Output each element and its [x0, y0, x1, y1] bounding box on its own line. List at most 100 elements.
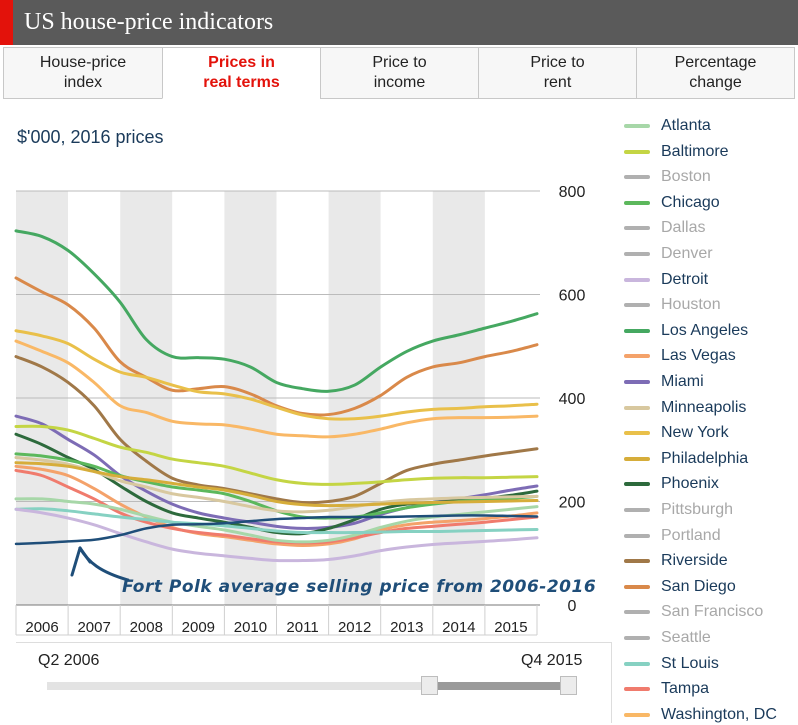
series-line-st-louis — [14, 507, 539, 535]
legend-swatch — [624, 124, 650, 128]
series-line-philadelphia — [14, 461, 539, 508]
legend-item-seattle[interactable]: Seattle — [624, 628, 711, 648]
y-tick-label: 800 — [559, 184, 586, 201]
legend-label: Miami — [661, 373, 704, 390]
legend-item-los-angeles[interactable]: Los Angeles — [624, 321, 748, 341]
legend-item-chicago[interactable]: Chicago — [624, 193, 720, 213]
legend-label: Chicago — [661, 193, 720, 211]
legend-item-new-york[interactable]: New York — [624, 423, 729, 443]
legend-swatch — [624, 149, 650, 154]
legend-item-baltimore[interactable]: Baltimore — [624, 142, 729, 162]
legend-label: Philadelphia — [661, 449, 749, 467]
slider-end-handle[interactable] — [560, 676, 577, 695]
series-line-riverside — [14, 355, 539, 505]
series-line-detroit — [14, 507, 539, 563]
legend-item-tampa[interactable]: Tampa — [624, 679, 709, 699]
legend-swatch — [624, 456, 650, 461]
legend-item-philadelphia[interactable]: Philadelphia — [624, 449, 748, 469]
legend-swatch — [624, 712, 650, 717]
legend-swatch — [624, 200, 650, 205]
legend-label: San Francisco — [661, 603, 764, 621]
legend-swatch — [624, 405, 650, 410]
legend-item-dallas[interactable]: Dallas — [624, 218, 705, 238]
legend-swatch — [624, 661, 650, 666]
legend-label: Washington, DC — [661, 705, 777, 723]
legend-label: Denver — [661, 245, 713, 262]
x-tick-label: 2008 — [130, 619, 163, 636]
legend-item-detroit[interactable]: Detroit — [624, 270, 708, 290]
legend-item-denver[interactable]: Denver — [624, 244, 713, 264]
legend-item-las-vegas[interactable]: Las Vegas — [624, 346, 736, 366]
legend-swatch — [624, 380, 650, 384]
legend-swatch — [624, 482, 650, 487]
legend-item-washington-dc[interactable]: Washington, DC — [624, 705, 777, 725]
x-tick-label: 2010 — [234, 619, 267, 636]
slider-end-label: Q4 2015 — [521, 652, 583, 669]
legend-item-miami[interactable]: Miami — [624, 372, 704, 392]
x-tick-label: 2013 — [390, 619, 423, 636]
legend-swatch — [624, 559, 650, 564]
legend-label: Portland — [661, 526, 721, 544]
slider-start-label: Q2 2006 — [38, 652, 100, 669]
legend-label: San Diego — [661, 577, 736, 595]
annotation-arrow-head — [70, 546, 82, 577]
y-tick-label: 400 — [559, 391, 586, 408]
series-line-las-vegas — [14, 464, 539, 547]
legend-label: Seattle — [661, 629, 711, 646]
legend-item-st-louis[interactable]: St Louis — [624, 654, 719, 674]
page-title: US house-price indicators — [24, 9, 274, 35]
tab-price-to-rent[interactable]: Price to rent — [478, 47, 637, 99]
slider-start-handle[interactable] — [421, 676, 439, 695]
slider-selected-range[interactable] — [429, 682, 568, 690]
series-line-fort-polk — [14, 514, 539, 546]
legend-label: Dallas — [661, 219, 706, 237]
legend-item-houston[interactable]: Houston — [624, 295, 721, 315]
legend-item-riverside[interactable]: Riverside — [624, 551, 728, 571]
legend-item-san-francisco[interactable]: San Francisco — [624, 602, 763, 622]
legend-swatch — [624, 175, 650, 180]
legend-item-boston[interactable]: Boston — [624, 167, 711, 187]
x-tick-label: 2011 — [286, 619, 318, 636]
legend-label: Phoenix — [661, 475, 719, 493]
legend-item-atlanta[interactable]: Atlanta — [624, 116, 711, 136]
legend-swatch — [624, 636, 650, 640]
legend-item-pittsburgh[interactable]: Pittsburgh — [624, 500, 733, 520]
legend-label: St Louis — [661, 654, 719, 672]
legend-swatch — [624, 584, 650, 589]
legend-swatch — [624, 303, 650, 308]
legend-item-san-diego[interactable]: San Diego — [624, 577, 736, 597]
legend-swatch — [624, 687, 650, 692]
slider-track[interactable] — [47, 682, 577, 690]
legend-swatch — [624, 508, 650, 512]
y-tick-label: 0 — [568, 598, 577, 615]
legend-label: Detroit — [661, 270, 709, 288]
legend-swatch — [624, 252, 650, 256]
series-line-washington-dc — [14, 339, 539, 439]
legend-item-phoenix[interactable]: Phoenix — [624, 474, 719, 494]
annotation-arrow-head — [78, 546, 92, 564]
tab-prices-real-terms[interactable]: Prices in real terms — [162, 47, 321, 99]
tab-house-price-index[interactable]: House-price index — [3, 47, 163, 99]
x-tick-label: 2014 — [442, 619, 475, 636]
x-tick-label: 2015 — [494, 619, 527, 636]
legend-label: Pittsburgh — [661, 501, 734, 518]
legend-label: Tampa — [661, 680, 710, 698]
line-chart: 0 200 400 600 800 2006 2007 2008 2009 2010 2011 201… — [14, 184, 596, 636]
series-line-los-angeles — [14, 229, 539, 393]
time-slider-panel — [16, 642, 612, 723]
legend-swatch — [624, 431, 650, 436]
legend-label: Atlanta — [661, 117, 711, 134]
legend-label: Las Vegas — [661, 347, 736, 365]
legend-swatch — [624, 226, 650, 231]
annotation-text: Fort Polk average selling price from 200… — [122, 577, 596, 597]
unit-label: $'000, 2016 prices — [17, 127, 164, 147]
legend-label: Houston — [661, 296, 721, 314]
legend-item-portland[interactable]: Portland — [624, 526, 721, 546]
legend-label: Minneapolis — [661, 398, 747, 416]
x-tick-label: 2012 — [338, 619, 371, 636]
y-tick-label: 600 — [559, 288, 586, 305]
legend-swatch — [624, 277, 650, 282]
tab-percentage-change[interactable]: Percentage change — [636, 47, 795, 99]
tab-price-to-income[interactable]: Price to income — [320, 47, 479, 99]
legend-item-minneapolis[interactable]: Minneapolis — [624, 398, 746, 418]
